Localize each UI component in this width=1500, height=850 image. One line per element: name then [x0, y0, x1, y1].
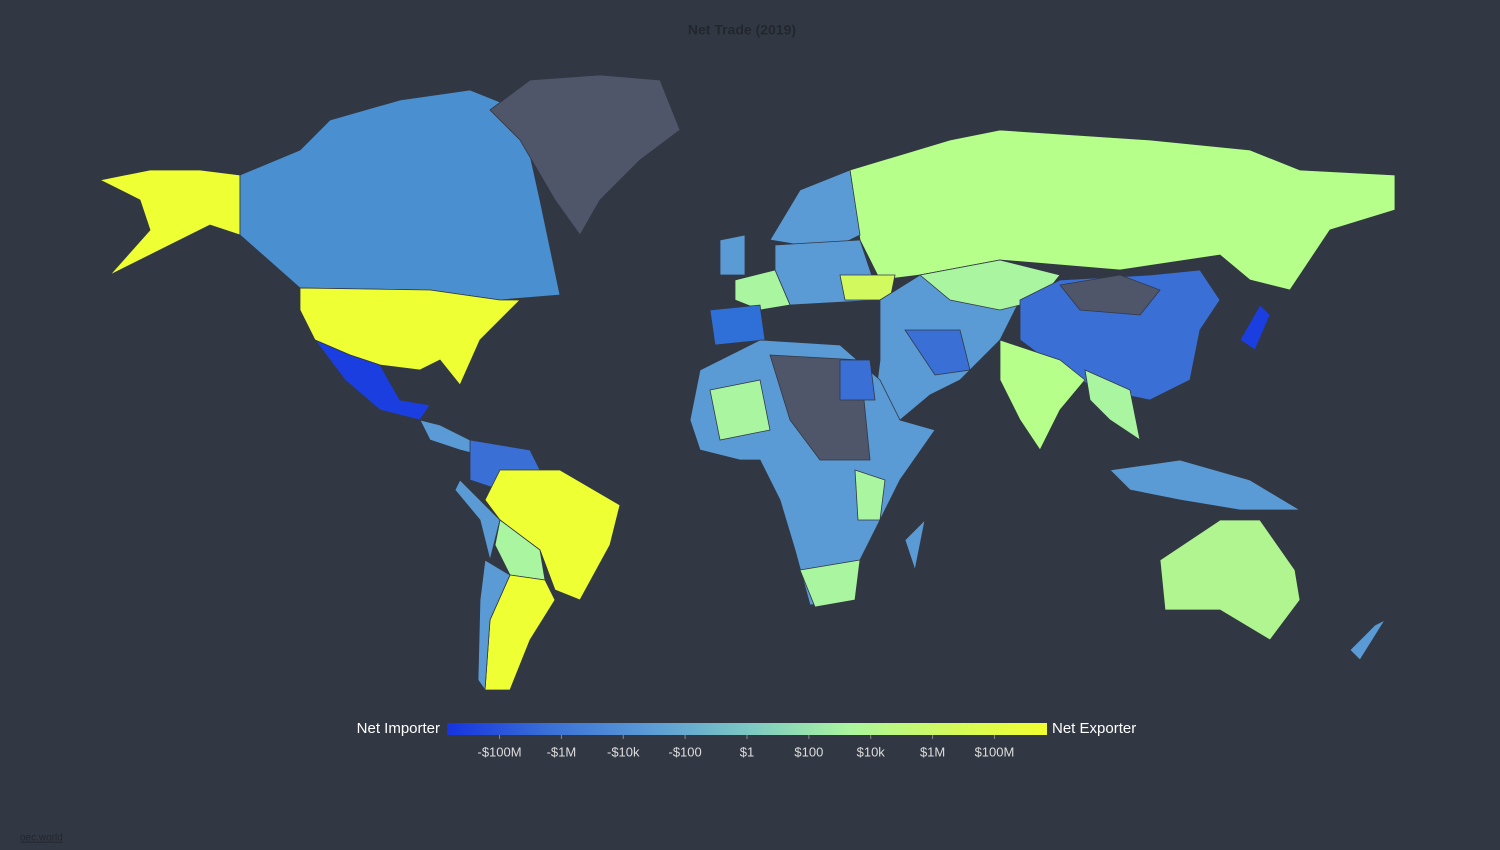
country: [999, 339, 1086, 451]
country: [1239, 304, 1271, 351]
country: [299, 287, 521, 386]
country: [709, 379, 771, 441]
country: [799, 559, 861, 608]
country: [1084, 369, 1141, 441]
country: [719, 234, 746, 276]
colorbar-tick-label: -$100M: [478, 744, 522, 759]
world-map: [98, 74, 1396, 692]
country: [769, 169, 861, 251]
country: [904, 518, 926, 572]
country: [849, 129, 1396, 291]
country: [454, 479, 501, 561]
country: [734, 269, 791, 311]
colorbar-tick-label: -$100: [669, 744, 702, 759]
country: [313, 339, 431, 421]
colorbar-tick-label: $100: [794, 744, 823, 759]
colorbar: [447, 723, 1047, 735]
colorbar-tick-label: $1: [740, 744, 754, 759]
country: [854, 469, 886, 521]
country: [709, 304, 766, 346]
colorbar-tick-label: $1M: [920, 744, 945, 759]
colorbar-max-label: Net Exporter: [1052, 720, 1136, 737]
colorbar-tick-label: -$10k: [607, 744, 640, 759]
colorbar-tick-label: $100M: [975, 744, 1015, 759]
country: [1349, 619, 1387, 661]
map-title: Net Trade (2019): [688, 22, 796, 38]
colorbar-tick-label: $10k: [857, 744, 886, 759]
country: [839, 359, 876, 401]
country: [484, 469, 621, 601]
country: [1059, 274, 1161, 316]
country: [489, 74, 681, 236]
country: [904, 329, 971, 376]
source-link[interactable]: oec.world: [20, 833, 63, 844]
colorbar-min-label: Net Importer: [357, 720, 440, 737]
colorbar-tick-label: -$1M: [547, 744, 577, 759]
country: [98, 169, 241, 276]
country: [1159, 519, 1301, 641]
country: [477, 559, 511, 692]
country: [1109, 459, 1302, 511]
